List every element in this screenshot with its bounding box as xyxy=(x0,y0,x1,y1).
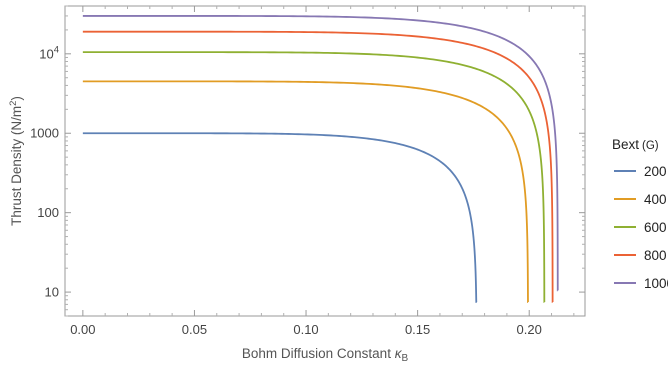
x-tick-label: 0.05 xyxy=(182,322,207,337)
x-tick-label: 0.00 xyxy=(70,322,95,337)
series-line-800 xyxy=(82,30,554,303)
legend: 200 400 600 800 1000 xyxy=(614,164,668,291)
series-line-600 xyxy=(82,51,546,303)
y-ticks: 10 100 1000 104 xyxy=(30,5,585,317)
y-axis-label: Thrust Density (N/m2) xyxy=(8,96,24,226)
legend-label-1000: 1000 xyxy=(644,276,668,291)
series-line-1000 xyxy=(82,15,559,292)
legend-label-600: 600 xyxy=(644,220,667,235)
legend-label-200: 200 xyxy=(644,164,667,179)
x-tick-label: 0.10 xyxy=(293,322,318,337)
x-tick-label: 0.15 xyxy=(405,322,430,337)
series-lines xyxy=(82,15,559,303)
y-tick-label: 100 xyxy=(37,205,59,220)
x-axis-label: Bohm Diffusion Constant κB xyxy=(242,346,409,364)
y-tick-label: 1000 xyxy=(30,126,59,141)
x-tick-label: 0.20 xyxy=(517,322,542,337)
y-tick-label: 10 xyxy=(45,285,59,300)
plot-frame xyxy=(64,5,586,317)
x-ticks: 0.00 0.05 0.10 0.15 0.20 xyxy=(70,6,575,337)
series-line-400 xyxy=(82,80,529,303)
y-tick-label: 104 xyxy=(39,44,59,61)
series-line-200 xyxy=(82,132,478,303)
legend-label-800: 800 xyxy=(644,248,667,263)
legend-label-400: 400 xyxy=(644,192,667,207)
legend-title: Bext (G) xyxy=(612,137,659,152)
